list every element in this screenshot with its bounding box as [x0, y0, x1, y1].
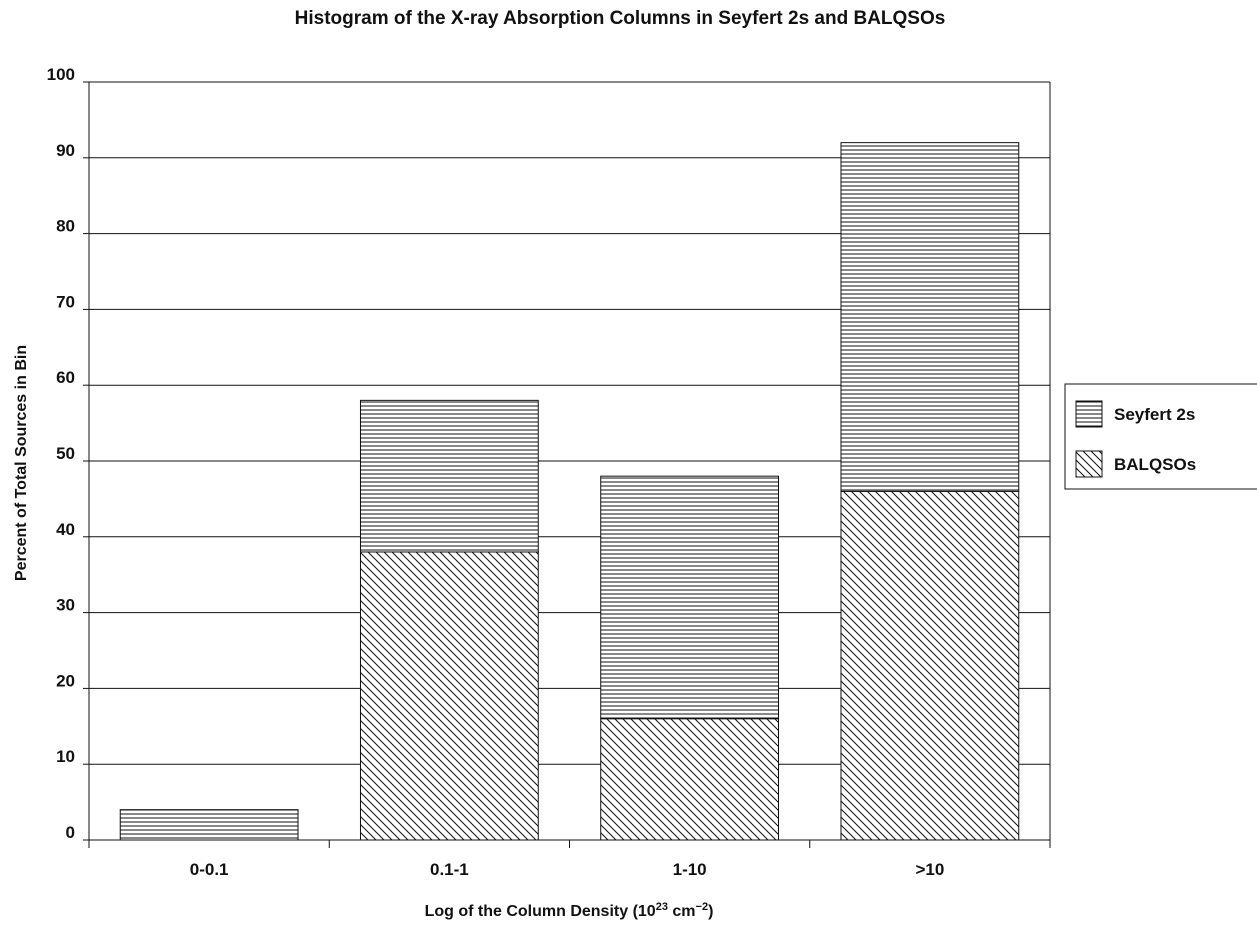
bars	[119, 142, 1020, 841]
y-tick-label-90: 90	[56, 141, 75, 160]
y-axis-ticks: 0 10 20 30 40 50 60 70 80 90 100	[47, 65, 89, 842]
bar-seyfert-2s-3	[840, 142, 1020, 492]
legend: Seyfert 2s BALQSOs	[1064, 383, 1257, 490]
bar-balqsos-3	[840, 490, 1020, 841]
x-tick-label-3: >10	[915, 860, 944, 879]
y-tick-label-30: 30	[56, 596, 75, 615]
legend-swatch-balqso	[1075, 450, 1103, 478]
y-tick-label-60: 60	[56, 368, 75, 387]
x-axis-label-end: )	[708, 903, 713, 920]
bar-seyfert-2s-1	[359, 399, 539, 553]
bar-balqsos-2	[600, 718, 780, 841]
x-axis-label-exponent: 23	[656, 901, 668, 913]
x-tick-label-2: 1-10	[673, 860, 707, 879]
y-tick-label-0: 0	[66, 823, 75, 842]
y-axis-label: Percent of Total Sources in Bin	[13, 345, 30, 581]
y-tick-label-80: 80	[56, 217, 75, 236]
x-axis-label-unit: cm	[668, 903, 696, 920]
y-tick-label-10: 10	[56, 747, 75, 766]
x-axis-label: Log of the Column Density (1023 cm−2)	[425, 901, 714, 920]
x-axis-label-unit-exponent: −2	[696, 901, 709, 913]
legend-label-balqso: BALQSOs	[1114, 455, 1196, 474]
y-tick-label-100: 100	[47, 65, 75, 84]
y-tick-label-70: 70	[56, 292, 75, 311]
y-tick-label-20: 20	[56, 671, 75, 690]
y-tick-label-50: 50	[56, 444, 75, 463]
y-tick-label-40: 40	[56, 520, 75, 539]
x-axis-ticks: 0-0.1 0.1-1 1-10 >10	[88, 840, 1051, 879]
legend-swatch-seyfert	[1075, 400, 1103, 428]
bar-balqsos-1	[359, 551, 539, 841]
chart-title: Histogram of the X-ray Absorption Column…	[295, 8, 946, 29]
x-axis-label-main: Log of the Column Density (10	[425, 903, 656, 920]
bar-seyfert-2s-2	[600, 475, 780, 720]
x-tick-label-0: 0-0.1	[190, 860, 229, 879]
legend-label-seyfert: Seyfert 2s	[1114, 405, 1195, 424]
x-tick-label-1: 0.1-1	[430, 860, 469, 879]
bar-seyfert-2s-0	[119, 809, 299, 841]
